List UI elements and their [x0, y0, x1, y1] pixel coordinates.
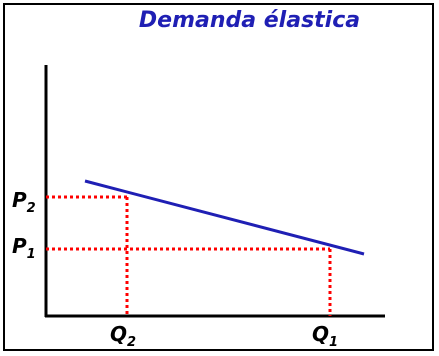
label-p1-main: P [12, 234, 27, 258]
label-p1: P1 [12, 234, 36, 262]
label-q2-sub: 2 [127, 335, 136, 350]
demand-curve [84, 179, 365, 256]
label-q2-main: Q [110, 322, 127, 346]
label-p2: P2 [12, 188, 36, 216]
label-q1: Q1 [312, 322, 338, 350]
label-q1-sub: 1 [329, 335, 338, 350]
label-p1-sub: 1 [27, 247, 36, 262]
diagram-frame [3, 3, 434, 351]
label-q1-main: Q [312, 322, 329, 346]
label-q2: Q2 [110, 322, 136, 350]
diagram-title: Demanda élastica [138, 8, 361, 33]
label-p2-sub: 2 [27, 201, 36, 216]
label-p2-main: P [12, 188, 27, 212]
